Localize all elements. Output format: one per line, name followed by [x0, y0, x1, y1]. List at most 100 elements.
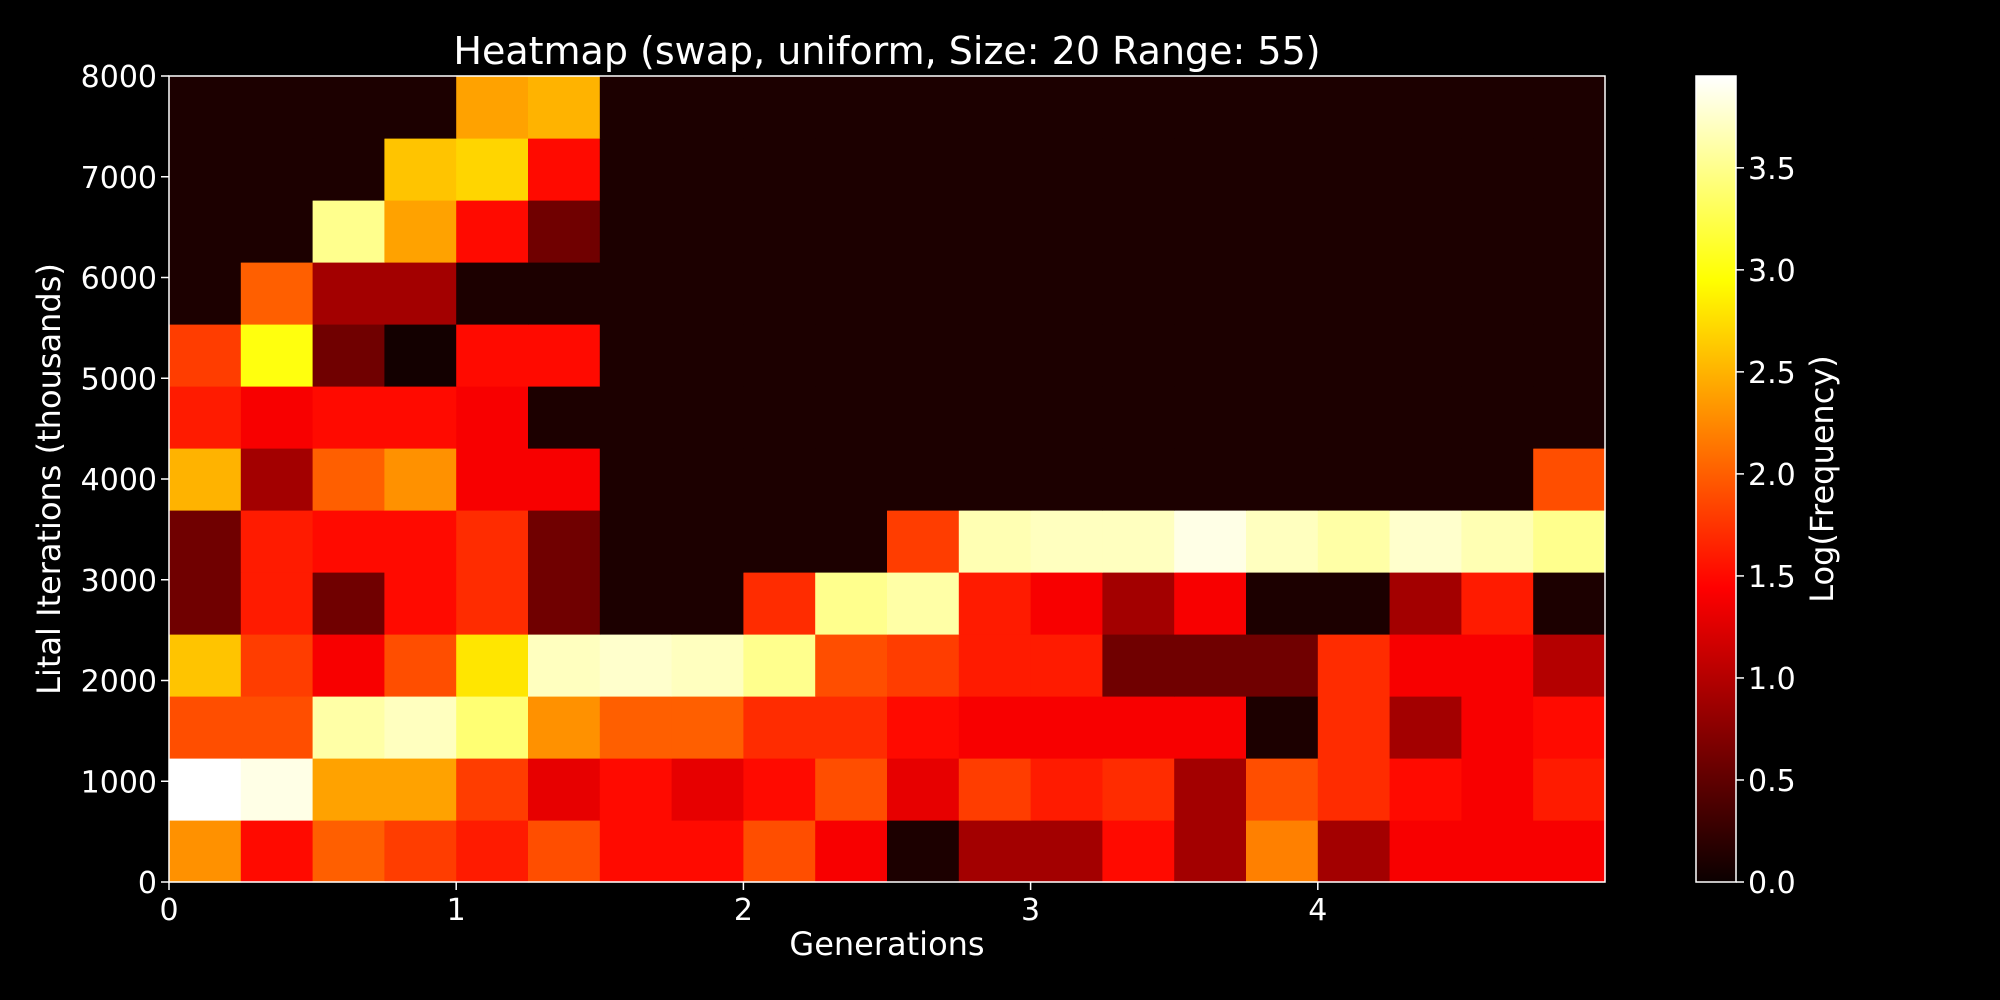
- heatmap-cell: [1174, 634, 1247, 697]
- heatmap-cell: [528, 76, 601, 139]
- heatmap-cell: [1030, 76, 1103, 139]
- heatmap-cell: [456, 138, 529, 201]
- heatmap-cell: [528, 758, 601, 821]
- heatmap-cell: [456, 448, 529, 511]
- heatmap-cell: [1461, 510, 1534, 573]
- y-tick-label: 2000: [81, 665, 157, 700]
- heatmap-cell: [599, 324, 673, 387]
- heatmap-cell: [1317, 510, 1391, 573]
- heatmap-cell: [958, 758, 1032, 821]
- heatmap-cell: [1174, 820, 1247, 883]
- heatmap-cell: [169, 758, 242, 821]
- heatmap-cell: [169, 696, 242, 759]
- heatmap-cell: [743, 262, 816, 325]
- heatmap-cell: [240, 324, 314, 387]
- heatmap-cell: [1102, 510, 1175, 573]
- heatmap-cell: [1174, 572, 1247, 635]
- heatmap-cell: [1533, 386, 1606, 449]
- heatmap-cell: [887, 386, 960, 449]
- heatmap-cell: [599, 758, 673, 821]
- heatmap-cell: [528, 696, 601, 759]
- heatmap-cell: [887, 76, 960, 139]
- heatmap-cell: [384, 324, 457, 387]
- heatmap-cell: [1317, 696, 1391, 759]
- heatmap-cell: [1389, 386, 1462, 449]
- heatmap-cell: [958, 262, 1032, 325]
- heatmap-cell: [1461, 634, 1534, 697]
- heatmap-cell: [169, 200, 242, 263]
- heatmap-cell: [1461, 820, 1534, 883]
- heatmap-cell: [1246, 758, 1319, 821]
- x-axis-label: Generations: [789, 925, 984, 963]
- x-tick-label: 0: [159, 893, 178, 928]
- heatmap-cell: [815, 820, 888, 883]
- heatmap-cell: [1246, 820, 1319, 883]
- heatmap-cell: [240, 510, 314, 573]
- heatmap-cell: [958, 76, 1032, 139]
- colorbar-tick-label: 3.0: [1748, 254, 1796, 289]
- heatmap-cell: [312, 510, 385, 573]
- heatmap-cell: [887, 324, 960, 387]
- heatmap-cell: [743, 510, 816, 573]
- x-tick-label: 2: [734, 893, 753, 928]
- heatmap-cell: [743, 758, 816, 821]
- heatmap-cell: [1030, 386, 1103, 449]
- heatmap-cell: [456, 634, 529, 697]
- heatmap-cell: [1533, 572, 1606, 635]
- heatmap-cell: [671, 572, 744, 635]
- heatmap-cell: [815, 758, 888, 821]
- heatmap-cell: [958, 200, 1032, 263]
- heatmap-cell: [169, 76, 242, 139]
- heatmap-cell: [1533, 696, 1606, 759]
- heatmap-cell: [1246, 510, 1319, 573]
- heatmap-cell: [958, 386, 1032, 449]
- heatmap-cell: [312, 448, 385, 511]
- heatmap-cell: [1246, 386, 1319, 449]
- heatmap-cell: [815, 510, 888, 573]
- heatmap-cell: [1246, 200, 1319, 263]
- heatmap-cell: [384, 138, 457, 201]
- heatmap-cell: [1102, 820, 1175, 883]
- colorbar-tick-label: 2.5: [1748, 356, 1796, 391]
- heatmap-cell: [456, 758, 529, 821]
- heatmap-cell: [169, 138, 242, 201]
- heatmap-cell: [456, 820, 529, 883]
- heatmap-cell: [1030, 510, 1103, 573]
- heatmap-cell: [1102, 138, 1175, 201]
- heatmap-cell: [743, 324, 816, 387]
- y-tick-label: 4000: [81, 463, 157, 498]
- x-tick-label: 1: [447, 893, 466, 928]
- heatmap-cell: [1389, 448, 1462, 511]
- heatmap-cell: [599, 262, 673, 325]
- heatmap-cell: [599, 200, 673, 263]
- heatmap-cell: [1461, 572, 1534, 635]
- heatmap-cell: [169, 386, 242, 449]
- heatmap-cell: [1389, 820, 1462, 883]
- heatmap-cell: [169, 572, 242, 635]
- x-axis: 0 1 2 3 4: [159, 882, 1327, 928]
- heatmap-cell: [1389, 76, 1462, 139]
- heatmap-cell: [240, 138, 314, 201]
- heatmap-cell: [528, 386, 601, 449]
- heatmap-cell: [1174, 138, 1247, 201]
- heatmap-cell: [240, 448, 314, 511]
- heatmap-cell: [1246, 76, 1319, 139]
- heatmap-cell: [1174, 386, 1247, 449]
- heatmap-cell: [887, 634, 960, 697]
- heatmap-cell: [240, 76, 314, 139]
- heatmap-cell: [958, 138, 1032, 201]
- heatmap-cell: [1389, 138, 1462, 201]
- heatmap-cell: [1461, 262, 1534, 325]
- heatmap-cell: [743, 634, 816, 697]
- heatmap-cell: [1317, 262, 1391, 325]
- heatmap-cell: [1461, 324, 1534, 387]
- heatmap-cell: [528, 572, 601, 635]
- heatmap-cell: [815, 448, 888, 511]
- heatmap-cell: [312, 386, 385, 449]
- colorbar-tick-label: 3.5: [1748, 152, 1796, 187]
- heatmap-cell: [1246, 572, 1319, 635]
- heatmap-cell: [1174, 262, 1247, 325]
- heatmap-cell: [384, 758, 457, 821]
- heatmap-cell: [599, 820, 673, 883]
- heatmap-cell: [528, 138, 601, 201]
